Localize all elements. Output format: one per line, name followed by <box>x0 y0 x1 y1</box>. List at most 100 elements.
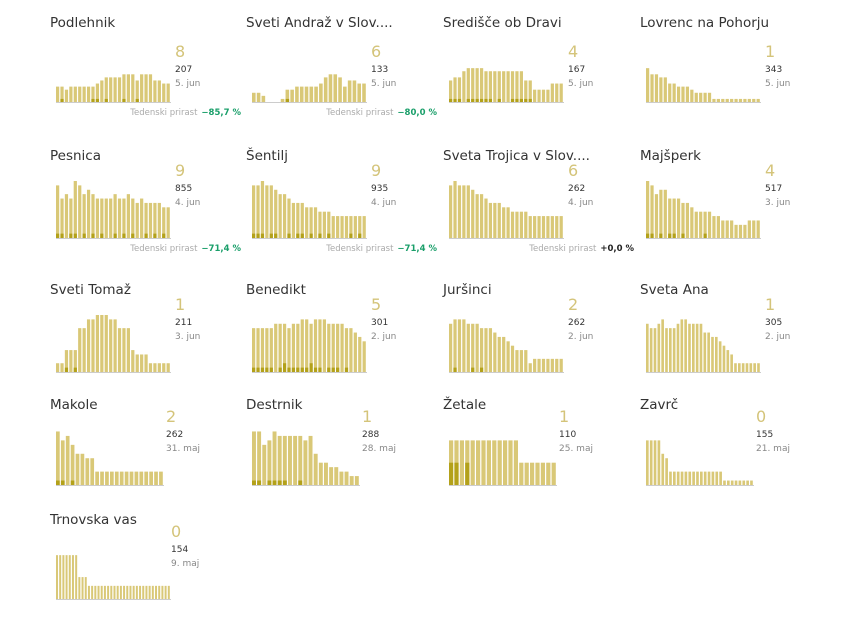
active-cases-bar <box>148 585 151 599</box>
active-cases-value: 1 <box>765 42 776 61</box>
active-cases-bar <box>82 194 86 238</box>
active-cases-bar <box>493 332 497 372</box>
active-cases-bar <box>252 92 256 102</box>
active-cases-bar <box>86 86 91 102</box>
active-cases-bar <box>541 216 546 238</box>
active-cases-bar <box>756 220 760 238</box>
active-cases-bar <box>333 74 338 102</box>
new-cases-bar <box>449 462 454 485</box>
last-update-date: 4. jun <box>568 198 594 208</box>
new-cases-bar <box>471 98 475 102</box>
active-cases-bar <box>124 471 129 485</box>
new-cases-bar <box>153 233 157 238</box>
active-cases-bar <box>300 319 304 372</box>
active-cases-bar <box>734 98 738 102</box>
active-cases-bar <box>752 220 756 238</box>
active-cases-bar <box>129 585 132 599</box>
active-cases-bar <box>353 332 357 372</box>
active-cases-bar <box>488 202 493 238</box>
new-cases-bar <box>265 367 269 372</box>
active-cases-bar <box>126 328 130 372</box>
active-cases-value: 4 <box>765 161 776 180</box>
active-cases-bar <box>324 462 328 485</box>
active-cases-bar <box>663 189 667 238</box>
active-cases-bar <box>135 80 139 102</box>
new-cases-bar <box>287 233 291 238</box>
case-bar-chart <box>449 68 564 103</box>
active-cases-bar <box>700 471 703 485</box>
case-bar-chart <box>252 181 367 239</box>
total-cases-value: 935 <box>371 184 389 194</box>
active-cases-bar <box>519 211 523 238</box>
new-cases-bar <box>91 233 95 238</box>
new-cases-bar <box>300 233 304 238</box>
active-cases-bar <box>471 68 475 102</box>
new-cases-bar <box>466 98 470 102</box>
active-cases-bar <box>340 216 344 238</box>
active-cases-bar <box>105 471 109 485</box>
municipality-card: Središče ob Dravi 4 167 5. jun <box>443 15 633 135</box>
weekly-growth-value: −80,0 % <box>397 108 437 118</box>
active-cases-bar <box>91 194 95 238</box>
active-cases-bar <box>703 471 707 485</box>
active-cases-bar <box>113 585 116 599</box>
total-cases-value: 305 <box>765 318 783 328</box>
active-cases-bar <box>466 185 470 238</box>
active-cases-bar <box>502 207 506 238</box>
active-cases-bar <box>352 80 357 102</box>
new-cases-bar <box>309 233 313 238</box>
active-cases-bar <box>144 74 148 102</box>
active-cases-bar <box>659 189 663 238</box>
new-cases-bar <box>56 233 60 238</box>
new-cases-bar <box>267 480 272 485</box>
active-cases-bar <box>287 198 291 238</box>
active-cases-bar <box>71 555 74 599</box>
active-cases-value: 6 <box>568 161 579 180</box>
active-cases-bar <box>475 68 479 102</box>
active-cases-bar <box>747 98 751 102</box>
active-cases-bar <box>265 328 269 372</box>
active-cases-bar <box>459 440 464 485</box>
active-cases-bar <box>672 198 676 238</box>
active-cases-bar <box>734 224 738 238</box>
active-cases-bar <box>506 71 510 102</box>
active-cases-bar <box>131 198 135 238</box>
active-cases-bar <box>711 336 714 372</box>
total-cases-value: 133 <box>371 65 389 75</box>
new-cases-bar <box>60 98 64 102</box>
active-cases-bar <box>707 92 712 102</box>
total-cases-value: 154 <box>171 545 189 555</box>
active-cases-bar <box>113 194 117 238</box>
active-cases-bar <box>158 585 161 599</box>
active-cases-bar <box>282 323 287 372</box>
active-cases-bar <box>741 363 745 372</box>
active-cases-bar <box>166 207 170 238</box>
active-cases-bar <box>290 89 294 102</box>
active-cases-bar <box>110 585 113 599</box>
total-cases-value: 211 <box>175 318 193 328</box>
active-cases-bar <box>688 471 692 485</box>
municipality-name: Šentilj <box>246 148 288 164</box>
municipality-name: Destrnik <box>246 397 303 413</box>
active-cases-bar <box>669 471 672 485</box>
last-update-date: 4. jun <box>371 198 397 208</box>
weekly-growth-value: −71,4 % <box>397 244 437 254</box>
active-cases-bar <box>725 220 729 238</box>
active-cases-bar <box>104 77 108 102</box>
active-cases-bar <box>334 467 339 485</box>
active-cases-bar <box>695 323 699 372</box>
active-cases-bar <box>153 363 157 372</box>
new-cases-bar <box>274 233 278 238</box>
weekly-growth-value: −71,4 % <box>201 244 241 254</box>
active-cases-bar <box>78 185 82 238</box>
new-cases-bar <box>135 98 139 102</box>
active-cases-value: 1 <box>362 407 373 426</box>
new-cases-bar <box>69 233 73 238</box>
active-cases-bar <box>309 86 314 102</box>
total-cases-value: 262 <box>166 430 184 440</box>
active-cases-bar <box>82 328 86 372</box>
active-cases-bar <box>672 83 676 102</box>
active-cases-bar <box>75 555 78 599</box>
active-cases-bar <box>510 71 515 102</box>
active-cases-bar <box>707 332 710 372</box>
